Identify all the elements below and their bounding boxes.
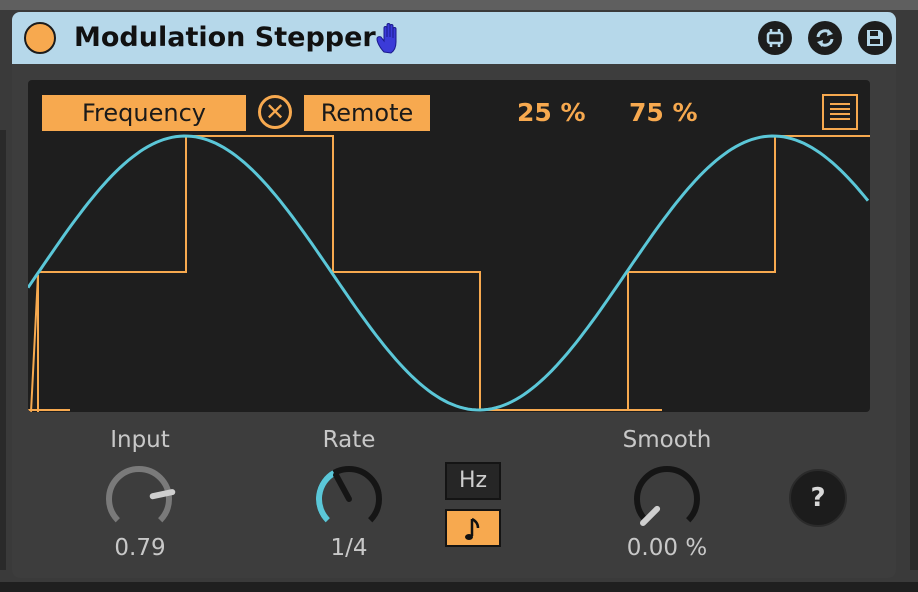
input-label: Input [110, 427, 170, 453]
remote-button[interactable]: Remote [304, 95, 430, 131]
menu-lines-icon[interactable] [822, 94, 858, 130]
input-knob-pointer [149, 489, 176, 500]
window-bottom-strip [0, 582, 918, 592]
rate-value: 1/4 [330, 535, 368, 561]
smooth-knob-pointer [640, 505, 661, 526]
smooth-value: 0.00 % [626, 535, 708, 561]
input-value: 0.79 [114, 535, 166, 561]
map-icon [766, 29, 784, 47]
window-top-strip [0, 0, 918, 10]
smooth-knob[interactable] [625, 457, 709, 541]
left-edge [0, 130, 6, 570]
clear-mapping-button[interactable]: ✕ [258, 95, 292, 129]
note-mode-button[interactable] [445, 509, 501, 547]
smooth-label: Smooth [622, 427, 712, 453]
hz-mode-button[interactable]: Hz [445, 462, 501, 500]
device-titlebar: Modulation Stepper [12, 12, 896, 64]
power-toggle-icon[interactable] [24, 22, 56, 54]
sine-waveform [28, 134, 870, 412]
rate-knob[interactable] [307, 457, 391, 541]
hand-icon [376, 23, 397, 54]
map-button[interactable] [758, 21, 792, 55]
right-percent-readout[interactable]: 75 % [629, 98, 698, 127]
refresh-button[interactable] [808, 21, 842, 55]
refresh-icon [816, 29, 834, 47]
waveform-plot [28, 134, 870, 412]
right-edge [910, 130, 918, 570]
rate-label: Rate [322, 427, 376, 453]
step-waveform [28, 135, 870, 412]
parameter-dropdown[interactable]: Frequency [42, 95, 246, 131]
input-knob[interactable] [97, 457, 181, 541]
device-panel: Modulation Stepper [12, 12, 896, 578]
help-button[interactable]: ? [789, 469, 847, 527]
note-icon [465, 517, 480, 540]
waveform-display[interactable]: Frequency ✕ Remote 25 % 75 % [28, 80, 870, 412]
save-button[interactable] [858, 21, 892, 55]
left-percent-readout[interactable]: 25 % [517, 98, 586, 127]
device-title: Modulation Stepper [74, 22, 376, 53]
save-icon [867, 30, 883, 46]
rate-knob-pointer [333, 472, 352, 502]
